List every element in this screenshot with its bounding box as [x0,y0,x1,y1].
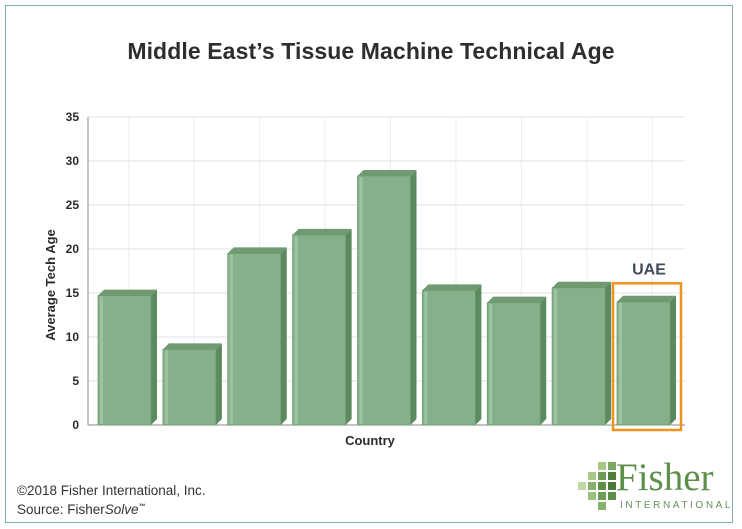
x-axis-label: Country [345,433,396,448]
bar-top [487,296,547,303]
logo-grid-icon [578,462,616,510]
bar [551,281,612,426]
bar-top [617,295,676,302]
bar-front [162,348,217,426]
logo-subtitle: INTERNATIONAL [620,500,734,511]
copyright-text: ©2018 Fisher International, Inc. [17,483,206,498]
bar [162,343,222,426]
bar-shine [554,288,558,424]
fisher-logo: Fisher INTERNATIONAL [578,456,730,518]
bar-front [421,289,476,426]
y-tick-label: 25 [66,198,80,212]
bar-shine [359,176,363,424]
bar-top [552,281,612,288]
y-tick-label: 20 [66,242,80,256]
bar-shine [164,350,168,424]
bar [227,247,287,426]
y-tick-label: 30 [66,154,80,168]
bar-side [345,228,352,425]
bar-side [475,284,482,425]
bar [421,284,482,426]
highlight-group: UAE [611,261,683,432]
bar-side [151,289,157,425]
bar-top [292,228,352,235]
bar-top [227,247,287,254]
bar-shine [294,235,298,424]
bar-side [605,281,612,425]
trademark-symbol: ™ [138,503,146,511]
bar-top [98,289,157,296]
bar-front [486,302,541,426]
y-axis-label: Average Tech Age [43,229,58,341]
bar-top [422,284,482,291]
chart-bars [97,169,676,426]
bar-front [551,287,606,426]
bar-front [616,301,671,426]
source-text: Source: FisherSolve™ [17,502,146,517]
y-tick-label: 0 [72,418,79,432]
bar-top [357,169,417,176]
bar-side [540,296,547,425]
highlight-label: UAE [632,261,666,278]
bar [616,295,676,426]
bar-front [292,234,347,426]
bar-front [357,175,411,426]
source-italic: Solve [104,502,139,517]
bar [486,296,547,426]
bar-shine [619,302,622,424]
y-tick-label: 15 [66,286,80,300]
bar [357,169,417,426]
y-tick-label: 35 [66,110,80,124]
chart-title: Middle East’s Tissue Machine Technical A… [127,38,615,64]
bar-shine [100,296,103,424]
y-tick-label: 5 [72,374,79,388]
y-tick-label: 10 [66,330,80,344]
bar-side [215,343,222,425]
bar-side [670,295,676,425]
bar-shine [229,254,233,424]
bar-shine [424,291,428,424]
highlight-box [611,282,683,432]
bar-front [227,252,282,426]
y-tick-labels: 0 5 10 15 20 25 30 35 [66,110,80,432]
logo-wordmark: Fisher [616,456,714,499]
source-prefix: Source: Fisher [17,502,105,517]
bar-side [280,247,287,425]
bar-shine [489,303,493,424]
bar [97,289,157,426]
bar [292,228,352,426]
bar-front [97,295,152,426]
bar-top [162,343,222,350]
bar-side [410,169,417,425]
